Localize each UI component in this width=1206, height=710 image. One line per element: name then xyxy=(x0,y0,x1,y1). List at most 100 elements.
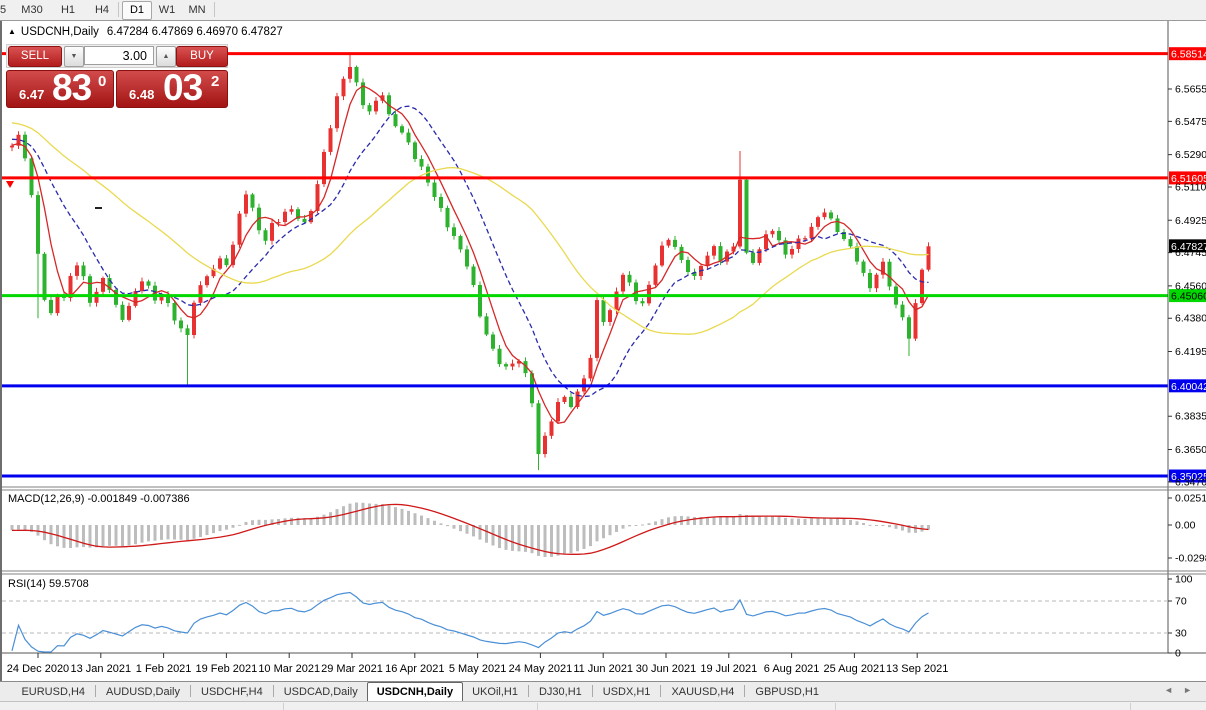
candle-body xyxy=(543,435,547,455)
macd-histogram-bar xyxy=(160,525,163,540)
macd-histogram-bar xyxy=(179,525,183,540)
tabs-scroll-left-icon[interactable]: ◄ xyxy=(1164,685,1184,695)
chart-tab-DJ30-H1[interactable]: DJ30,H1 xyxy=(538,686,582,698)
macd-histogram-bar xyxy=(628,525,631,527)
macd-histogram-bar xyxy=(530,525,534,554)
candle-body xyxy=(458,235,463,250)
candle-body xyxy=(692,272,697,277)
chart-ohlc-quotes: 6.47284 6.47869 6.46970 6.47827 xyxy=(106,26,283,38)
buy-button[interactable]: BUY xyxy=(176,46,228,67)
timeframe-button-H1[interactable]: H1 xyxy=(60,4,76,16)
tabs-scroll-right-icon[interactable]: ► xyxy=(1183,685,1202,695)
ma-fast-line xyxy=(11,85,930,425)
price-axis-label: 6.41950 xyxy=(1175,346,1206,358)
macd-histogram-bar xyxy=(127,525,131,546)
candle-body xyxy=(68,275,73,298)
sell-price-big: 83 xyxy=(52,67,92,108)
candle-body xyxy=(491,334,495,349)
timeframe-button-W1[interactable]: W1 xyxy=(158,4,176,16)
candle-body xyxy=(848,239,853,247)
candle-body xyxy=(523,361,528,374)
candle-body xyxy=(270,223,274,241)
candle-body xyxy=(49,299,53,314)
candle-body xyxy=(16,134,21,146)
macd-histogram-bar xyxy=(563,525,566,555)
timeframe-button-D1[interactable]: D1 xyxy=(122,1,152,20)
timeframe-button-M30[interactable]: M30 xyxy=(21,4,43,16)
candle-body xyxy=(75,265,79,276)
candle-body xyxy=(549,421,554,436)
date-axis-label: 6 Aug 2021 xyxy=(764,663,820,675)
chart-tab-USDCHF-H4[interactable]: USDCHF,H4 xyxy=(201,686,263,698)
candle-body xyxy=(790,248,794,255)
sell-price-display[interactable]: 6.47 83 0 xyxy=(6,67,114,108)
macd-histogram-bar xyxy=(472,525,475,537)
price-axis-label: 6.36500 xyxy=(1175,444,1206,456)
candle-body xyxy=(179,320,183,329)
candle-body xyxy=(263,230,268,241)
candle-body xyxy=(718,246,723,262)
macd-histogram-bar xyxy=(862,522,865,525)
candle-body xyxy=(367,105,372,112)
candle-body xyxy=(380,95,385,101)
price-level-label: 6.35025 xyxy=(1171,471,1206,483)
volume-input[interactable] xyxy=(84,46,154,65)
candle-body xyxy=(770,230,775,235)
sell-button[interactable]: SELL xyxy=(8,46,62,67)
macd-histogram-bar xyxy=(186,525,189,541)
macd-scale-label: -0.02988 xyxy=(1175,553,1206,565)
timeframe-button-H4[interactable]: H4 xyxy=(94,4,110,16)
macd-histogram-bar xyxy=(725,516,729,525)
macd-histogram-bar xyxy=(706,516,709,525)
toolbar-separator xyxy=(118,2,119,17)
price-axis-label: 6.52900 xyxy=(1175,149,1206,161)
status-pane-separator xyxy=(835,703,836,710)
candle-body xyxy=(166,294,170,304)
date-axis-label: 13 Jan 2021 xyxy=(71,663,132,675)
macd-histogram-bar xyxy=(251,520,254,525)
chart-tab-USDX-H1[interactable]: USDX,H1 xyxy=(602,686,651,698)
candle-body xyxy=(751,252,755,263)
date-axis-label: 5 May 2021 xyxy=(449,663,506,675)
macd-histogram-bar xyxy=(894,525,898,529)
candle-body xyxy=(400,126,404,133)
macd-histogram-bar xyxy=(257,519,261,525)
candle-body xyxy=(42,253,47,300)
timeframe-button-5[interactable]: 5 xyxy=(0,4,7,16)
volume-decrease-button[interactable]: ▼ xyxy=(64,46,84,67)
candle-body xyxy=(218,258,222,269)
date-axis-label: 24 May 2021 xyxy=(509,663,573,675)
candle-body xyxy=(653,265,658,285)
timeframe-button-MN[interactable]: MN xyxy=(188,4,206,16)
tab-scroll-arrows: ◄► xyxy=(1164,685,1202,695)
date-axis-label: 16 Apr 2021 xyxy=(385,663,444,675)
candle-body xyxy=(562,396,567,402)
macd-histogram-bar xyxy=(686,516,690,525)
dash-marker[interactable] xyxy=(95,207,102,209)
date-axis-label: 10 Mar 2021 xyxy=(258,663,320,675)
volume-increase-button[interactable]: ▲ xyxy=(156,46,176,67)
candle-body xyxy=(536,403,541,455)
chart-tab-AUDUSD-Daily[interactable]: AUDUSD,Daily xyxy=(106,686,180,698)
chart-tab-EURUSD-H4[interactable]: EURUSD,H4 xyxy=(21,686,86,698)
chart-tab-XAUUSD-H4[interactable]: XAUUSD,H4 xyxy=(671,686,735,698)
macd-histogram-bar xyxy=(719,516,722,525)
macd-histogram-bar xyxy=(595,525,599,542)
collapse-panel-icon[interactable]: ▲ xyxy=(8,27,16,36)
candle-body xyxy=(868,272,872,289)
candle-body xyxy=(354,66,359,83)
down-arrow-marker[interactable] xyxy=(6,181,14,188)
candle-body xyxy=(803,238,807,240)
chart-tab-USDCAD-Daily[interactable]: USDCAD,Daily xyxy=(283,686,358,698)
macd-histogram-bar xyxy=(23,525,27,531)
macd-histogram-bar xyxy=(478,525,482,540)
chart-tab-USDCNH-Daily[interactable]: USDCNH,Daily xyxy=(366,682,464,703)
chart-tab-GBPUSD-H1[interactable]: GBPUSD,H1 xyxy=(755,686,819,698)
ma-slow-line xyxy=(11,122,929,335)
buy-price-display[interactable]: 6.48 03 2 xyxy=(116,67,228,108)
candle-body xyxy=(595,300,599,358)
candle-body xyxy=(250,194,255,208)
chart-tab-UKOil-H1[interactable]: UKOil,H1 xyxy=(472,686,518,698)
tab-separator xyxy=(190,684,191,697)
chart-canvas[interactable]: 6.58514 6.51605 6.45060 6.40042 6.35025 6.565… xyxy=(2,21,1206,681)
